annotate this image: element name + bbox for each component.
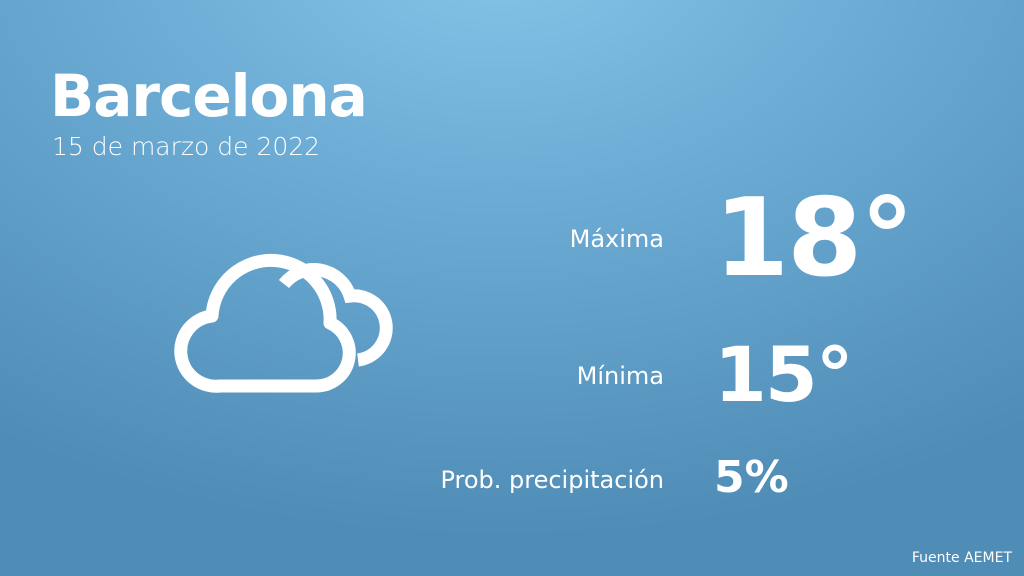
min-label: Mínima — [576, 362, 664, 390]
min-value: 15° — [714, 330, 854, 419]
precipitation-label: Prob. precipitación — [440, 466, 664, 494]
max-label: Máxima — [569, 225, 664, 253]
forecast-date: 15 de marzo de 2022 — [52, 132, 321, 161]
source-credit: Fuente AEMET — [911, 550, 1012, 566]
precipitation-value: 5% — [714, 452, 789, 503]
front-cloud-icon — [174, 253, 356, 393]
max-value: 18° — [714, 176, 914, 301]
city-name: Barcelona — [50, 62, 368, 130]
